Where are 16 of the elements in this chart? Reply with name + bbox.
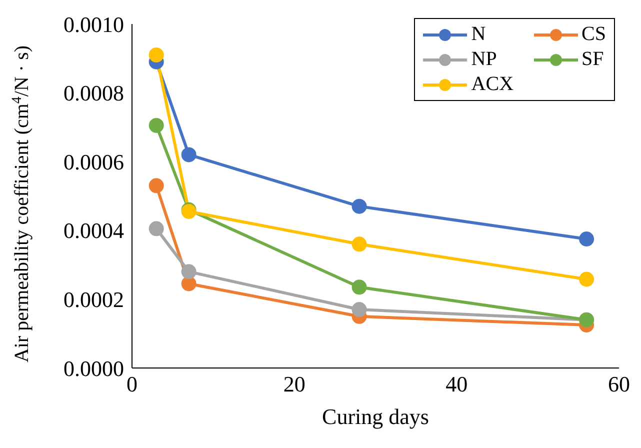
legend-label: N	[471, 23, 486, 46]
legend-label: SF	[582, 48, 604, 71]
legend-label: CS	[582, 23, 606, 46]
legend-label: NP	[471, 48, 497, 71]
x-axis-title: Curing days	[322, 404, 429, 429]
x-tick-label: 0	[126, 372, 138, 397]
y-tick-label: 0.0010	[64, 12, 124, 37]
y-tick-label: 0.0000	[64, 356, 124, 381]
y-tick-label: 0.0006	[64, 149, 124, 174]
legend-label: ACX	[471, 73, 514, 96]
x-tick-label: 60	[608, 372, 630, 397]
x-tick-label: 20	[283, 372, 306, 397]
y-tick-label: 0.0004	[64, 218, 124, 244]
y-tick-label: 0.0002	[64, 287, 124, 312]
y-tick-label: 0.0008	[64, 80, 124, 106]
x-tick-label: 40	[446, 372, 468, 397]
